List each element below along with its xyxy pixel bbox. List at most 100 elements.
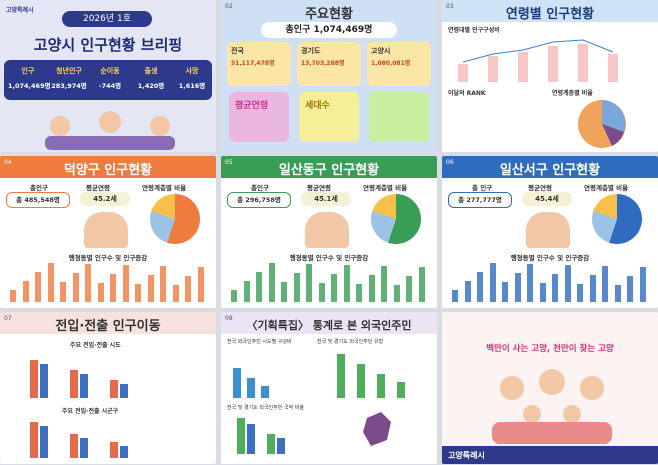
section-title: 주요 전입·전출 시도 xyxy=(70,342,121,349)
ratio-label: 연령계층별 비율 xyxy=(142,184,187,192)
panel-number: 03 xyxy=(446,3,454,10)
region-box: 전국 51,117,478명 xyxy=(227,42,291,86)
footer: 고양특례시 xyxy=(442,446,658,464)
header xyxy=(0,312,216,334)
bar-illustration xyxy=(306,264,312,302)
panel-number: 06 xyxy=(446,159,454,166)
bar-illustration xyxy=(639,267,646,302)
total: 총인구 1,074,469명 xyxy=(261,22,397,38)
move-illustration xyxy=(30,360,128,398)
panel-number: 04 xyxy=(4,159,12,166)
pie-illustration xyxy=(592,194,642,244)
bar-illustration xyxy=(614,285,621,302)
panel-number: 05 xyxy=(225,159,233,166)
panel-number: 08 xyxy=(225,315,233,322)
move-illustration xyxy=(30,422,128,458)
bar-illustration xyxy=(231,290,237,302)
stat-label: 순이동 xyxy=(100,67,120,75)
stat-value: 283,974명 xyxy=(51,82,87,90)
ratio-label: 연령계층별 비율 xyxy=(363,184,408,192)
section-title: 전국 및 경기도 외국인주민 국적 비율 xyxy=(227,405,304,411)
bar-illustration xyxy=(293,273,300,302)
chart-label: 행정동별 인구수 및 인구증감 xyxy=(68,254,148,262)
note: 세대수 xyxy=(305,101,330,111)
bar-illustration xyxy=(110,274,116,302)
bar-illustration xyxy=(197,267,204,302)
district-panel: 05 일산동구 인구현황 총인구 총 296,758명 평균연령 45.1세 연령계층별 비… xyxy=(221,156,437,308)
bar-illustration xyxy=(527,264,533,302)
panel-title: 주요현황 xyxy=(305,7,353,22)
bar-illustration xyxy=(60,282,66,302)
slogan: 백만이 사는 고양, 천만이 찾는 고양 xyxy=(486,344,614,354)
age: 45.2세 xyxy=(80,192,130,206)
bar-illustration xyxy=(356,284,362,302)
bar-illustration xyxy=(47,263,54,302)
section-title: 전국 외국인주민 시도별 구성비 xyxy=(227,339,292,345)
bar-illustration xyxy=(577,284,583,302)
age-panel: 03 연령별 인구현황 연령대별 인구구성비 이달의 RANK 연령계층별 비율 xyxy=(442,0,658,152)
age-label: 평균연령 xyxy=(307,184,331,192)
note-box: 평균연령 xyxy=(229,92,289,142)
region-value: 13,703,288명 xyxy=(301,60,345,67)
foreign-panel: 08 〈기획특집〉 통계로 본 외국인주민 전국 외국인주민 시도별 구성비 전… xyxy=(221,312,437,464)
region-value: 51,117,478명 xyxy=(231,60,275,67)
bar-illustration xyxy=(122,265,129,302)
pie-illustration xyxy=(371,194,421,244)
region-box: 고양시 1,080,081명 xyxy=(367,42,431,86)
bar-illustration xyxy=(393,285,400,302)
bar-illustration xyxy=(147,275,154,302)
brief-title: 고양시 인구현황 브리핑 xyxy=(33,36,183,54)
bar-illustration xyxy=(368,275,375,302)
bar-illustration xyxy=(318,283,325,302)
move-panel: 07 전입·전출 인구이동 주요 전입·전출 시도 주요 전입·전출 시군구 xyxy=(0,312,216,464)
bar-illustration xyxy=(627,276,633,302)
bar-illustration xyxy=(552,274,558,302)
header xyxy=(221,312,437,334)
stat-label: 사망 xyxy=(185,67,199,75)
region-label: 전국 xyxy=(231,47,244,55)
region-label: 경기도 xyxy=(301,47,321,55)
total: 총 277,777명 xyxy=(448,192,512,208)
bar-illustration xyxy=(452,290,458,302)
pie-illustration xyxy=(578,100,626,148)
section-title: 주요 전입·전출 시군구 xyxy=(62,408,119,415)
bar-illustration xyxy=(589,275,596,302)
brief-panel: 고양특례시 2026년 1호 고양시 인구현황 브리핑 인구 1,074,469명… xyxy=(0,0,216,152)
note: 평균연령 xyxy=(235,101,269,111)
bar-illustration xyxy=(464,281,471,302)
header xyxy=(221,156,437,178)
header xyxy=(0,156,216,178)
region-box: 경기도 13,703,288명 xyxy=(297,42,361,86)
region-value: 1,080,081명 xyxy=(371,60,411,67)
age: 45.1세 xyxy=(301,192,351,206)
bar-illustration xyxy=(35,272,41,302)
issue: 2026년 1호 xyxy=(62,11,152,27)
stat-value: 1,074,469명 xyxy=(8,82,51,90)
bar-illustration xyxy=(85,264,91,302)
bar-illustration xyxy=(602,266,608,302)
stat-value: -744명 xyxy=(98,82,122,90)
age: 45.4세 xyxy=(522,192,572,206)
note-box: 세대수 xyxy=(299,92,359,142)
header xyxy=(442,0,658,22)
section-title: 연령계층별 비율 xyxy=(552,90,593,97)
chart-label: 행정동별 인구수 및 인구증감 xyxy=(510,254,590,262)
bar-illustration xyxy=(97,283,104,302)
section-title: 전국 및 경기도 외국인주민 유형 xyxy=(317,339,384,345)
bar-illustration xyxy=(172,285,179,302)
bar-illustration xyxy=(406,276,412,302)
total-label: 총인구 xyxy=(251,184,269,192)
stat-value: 1,616명 xyxy=(178,82,206,90)
ratio-label: 연령계층별 비율 xyxy=(584,184,629,192)
bar-illustration xyxy=(243,281,250,302)
district-panel: 06 일산서구 인구현황 총 인구 총 277,777명 평균연령 45.4세 연령계층별 … xyxy=(442,156,658,308)
total: 총 485,548명 xyxy=(6,192,70,208)
bar-illustration xyxy=(135,284,141,302)
bar-illustration xyxy=(539,283,546,302)
age-label: 평균연령 xyxy=(86,184,110,192)
stat-label: 출생 xyxy=(144,67,158,75)
bar-illustration xyxy=(160,266,166,302)
bar-illustration xyxy=(185,276,191,302)
panel-number: 07 xyxy=(4,315,12,322)
panel-number: 02 xyxy=(225,3,233,10)
